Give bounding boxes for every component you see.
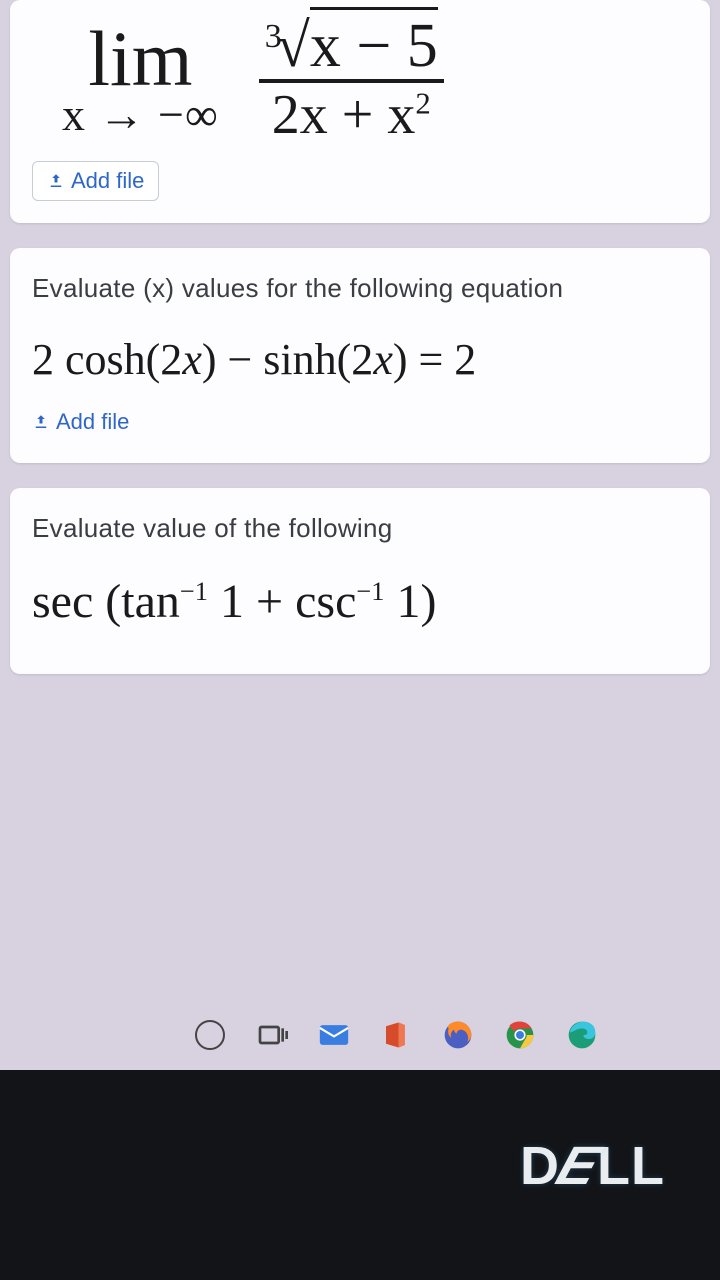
eq-exp2: −1 bbox=[356, 576, 384, 606]
limit-bound: x → −∞ bbox=[62, 92, 219, 138]
question-card-inverse-trig: Evaluate value of the following sec (tan… bbox=[10, 488, 710, 674]
office-icon[interactable] bbox=[376, 1015, 416, 1055]
taskbar bbox=[190, 1015, 602, 1055]
chrome-icon[interactable] bbox=[500, 1015, 540, 1055]
fraction: 3√x − 5 2x + x2 bbox=[259, 15, 444, 143]
question-prompt: Evaluate (x) values for the following eq… bbox=[32, 273, 688, 304]
eq-mid: 1 + csc bbox=[208, 575, 356, 628]
fraction-numerator: 3√x − 5 bbox=[259, 15, 444, 79]
edge-icon[interactable] bbox=[562, 1015, 602, 1055]
eq-suffix: 1) bbox=[384, 575, 436, 628]
equation-text: 2 cosh(2x) − sinh(2x) = 2 bbox=[32, 335, 476, 384]
dell-logo: DELL bbox=[520, 1135, 665, 1197]
limit-text: lim bbox=[62, 20, 219, 98]
cortana-icon[interactable] bbox=[190, 1015, 230, 1055]
add-file-button[interactable]: Add file bbox=[32, 403, 143, 441]
denominator-base: 2x + x bbox=[272, 84, 416, 146]
add-file-label: Add file bbox=[56, 409, 129, 435]
equation-hyperbolic: 2 cosh(2x) − sinh(2x) = 2 bbox=[32, 334, 688, 385]
limit-expression: lim x → −∞ 3√x − 5 2x + x2 bbox=[32, 15, 688, 143]
fraction-denominator: 2x + x2 bbox=[266, 83, 437, 143]
question-prompt: Evaluate value of the following bbox=[32, 513, 688, 544]
limit-operator: lim x → −∞ bbox=[62, 20, 219, 138]
question-card-limit: lim x → −∞ 3√x − 5 2x + x2 Add file bbox=[10, 0, 710, 223]
question-card-hyperbolic: Evaluate (x) values for the following eq… bbox=[10, 248, 710, 463]
upload-icon bbox=[47, 172, 65, 190]
radicand: x − 5 bbox=[310, 7, 438, 80]
upload-icon bbox=[32, 413, 50, 431]
firefox-icon[interactable] bbox=[438, 1015, 478, 1055]
denominator-exponent: 2 bbox=[415, 86, 430, 120]
radical-sign: √ bbox=[276, 12, 310, 80]
task-view-icon[interactable] bbox=[252, 1015, 292, 1055]
screen-content: lim x → −∞ 3√x − 5 2x + x2 Add file Eval… bbox=[0, 0, 720, 1070]
add-file-label: Add file bbox=[71, 168, 144, 194]
eq-prefix: sec (tan bbox=[32, 575, 180, 628]
equation-inverse-trig: sec (tan−1 1 + csc−1 1) bbox=[32, 574, 688, 629]
add-file-button[interactable]: Add file bbox=[32, 161, 159, 201]
eq-exp1: −1 bbox=[180, 576, 208, 606]
mail-icon[interactable] bbox=[314, 1015, 354, 1055]
